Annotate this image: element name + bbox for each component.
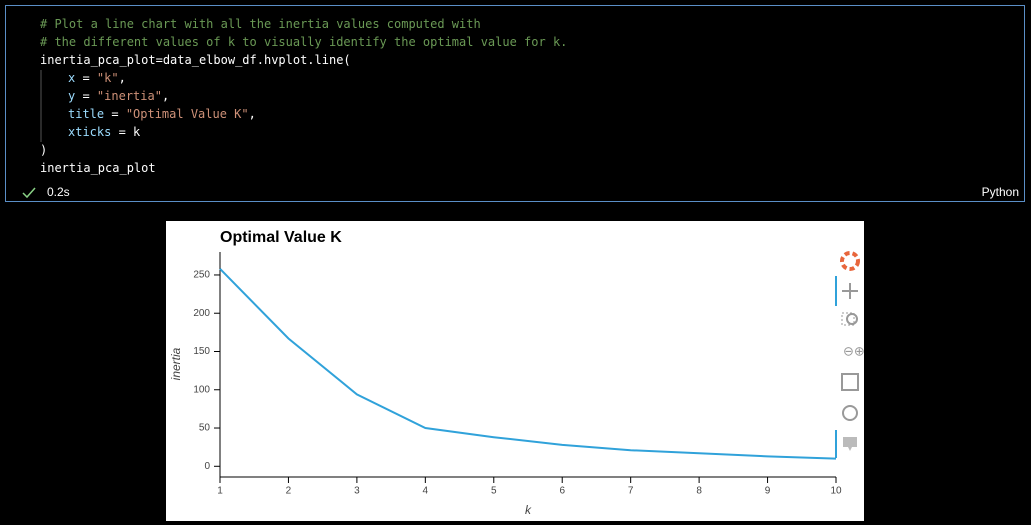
x-tick-label: 1 [217,486,223,497]
code-token: "inertia" [97,89,162,103]
x-tick-label: 7 [628,486,634,497]
code-token: y [68,89,75,103]
x-tick-label: 10 [830,486,842,497]
code-line: inertia_pca_plot=data_elbow_df.hvplot.li… [40,53,351,67]
code-token: ) [40,143,47,157]
chart-title: Optimal Value K [220,229,342,246]
code-token: inertia_pca_plot [40,161,156,175]
code-line: # the different values of k to visually … [40,35,567,49]
code-line: # Plot a line chart with all the inertia… [40,17,481,31]
x-tick-label: 3 [354,486,360,497]
y-tick-label: 0 [204,461,210,472]
y-tick-label: 200 [193,308,210,319]
code-token: , [249,107,256,121]
x-tick-label: 6 [559,486,565,497]
code-token: = [75,71,97,85]
y-axis-label: inertia [169,347,183,380]
check-icon [22,187,36,199]
y-tick-label: 250 [193,270,210,281]
pan-tool[interactable] [842,283,858,299]
code-token: title [68,107,104,121]
code-line: x = "k", [68,71,126,85]
code-token: "k" [97,71,119,85]
code-line: ) [40,143,47,157]
toolbar: ⊖⊕ [835,251,865,458]
x-tick-label: 4 [423,486,429,497]
run-time: 0.2s [47,185,70,199]
hover-tool[interactable] [843,437,857,451]
code-token: x [68,71,75,85]
x-tick-label: 9 [765,486,771,497]
code-line: title = "Optimal Value K", [68,107,256,121]
wheel-zoom-tool[interactable]: ⊖⊕ [843,343,865,358]
code-token: , [162,89,169,103]
box-zoom-lens [846,313,858,325]
box-zoom-tool[interactable] [841,312,855,326]
code-token: , [119,71,126,85]
reset-tool[interactable] [842,405,858,421]
code-token: # the different values of k to visually … [40,35,567,49]
data-line [219,268,837,460]
chart-background [166,221,864,521]
x-tick-label: 5 [491,486,497,497]
x-axis-label: k [525,503,532,517]
code-token: inertia_pca_plot=data_elbow_df.hvplot.li… [40,53,351,67]
code-token: xticks [68,125,111,139]
bokeh-logo[interactable] [840,251,860,271]
code-token: = [75,89,97,103]
language[interactable]: Python [982,185,1019,199]
y-tick-label: 100 [193,384,210,395]
chart: Optimal Value K k inertia 1 2 3 4 5 6 7 8 9 10050… [169,229,842,517]
code-token: "Optimal Value K" [126,107,249,121]
code-token: = [111,125,133,139]
cell-border [5,5,1025,202]
code-token: k [133,125,141,139]
code-line: y = "inertia", [68,89,169,103]
code-token: = [104,107,126,121]
code-line: inertia_pca_plot [40,161,156,175]
x-tick-label: 2 [286,486,292,497]
x-tick-label: 8 [696,486,702,497]
save-tool[interactable] [841,373,859,391]
code-token: # Plot a line chart with all the inertia… [40,17,481,31]
y-tick-label: 150 [193,346,210,357]
code-area: # Plot a line chart with all the inertia… [40,17,567,175]
y-tick-label: 50 [199,423,211,434]
code-line: xticks = k [68,125,141,139]
